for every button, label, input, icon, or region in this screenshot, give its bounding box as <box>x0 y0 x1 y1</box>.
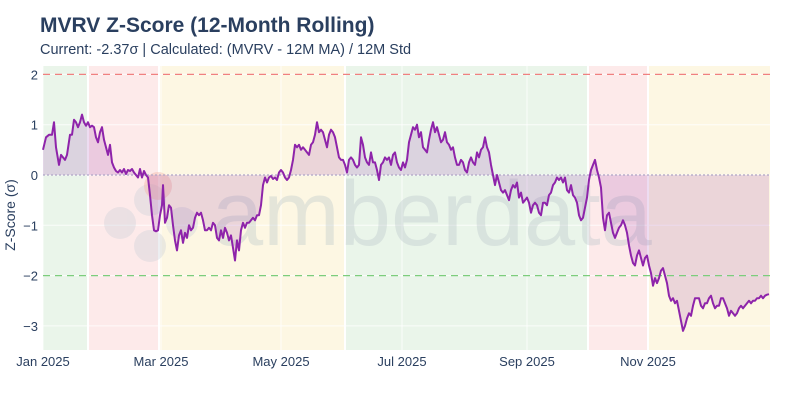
x-tick-label: Nov 2025 <box>620 354 676 369</box>
chart-subtitle: Current: -2.37σ | Calculated: (MVRV - 12… <box>40 42 412 58</box>
y-tick-label: −2 <box>23 269 38 284</box>
x-tick-label: Jul 2025 <box>377 354 426 369</box>
zscore-fill-area <box>43 114 769 331</box>
zscore-line[interactable] <box>42 113 770 332</box>
x-tick-label: Jan 2025 <box>16 354 70 369</box>
y-tick-label: 1 <box>31 118 38 133</box>
y-axis-ticks: 2 1 0 −1 −2 −3 <box>23 67 38 334</box>
x-tick-label: May 2025 <box>252 354 309 369</box>
x-tick-label: Sep 2025 <box>499 354 555 369</box>
y-axis-label: Z-Score (σ) <box>2 179 18 251</box>
y-tick-label: −1 <box>23 218 38 233</box>
y-tick-label: −3 <box>23 319 38 334</box>
background-bands <box>43 66 770 350</box>
y-tick-label: 0 <box>31 168 38 183</box>
band-red <box>89 66 158 350</box>
y-tick-label: 2 <box>31 67 38 82</box>
x-tick-label: Mar 2025 <box>134 354 189 369</box>
band-green <box>346 66 587 350</box>
band-yellow <box>160 66 344 350</box>
watermark: amberdata <box>104 163 653 265</box>
band-green <box>43 66 87 350</box>
band-red <box>589 66 647 350</box>
x-axis-ticks: Jan 2025 Mar 2025 May 2025 Jul 2025 Sep 2025… <box>16 354 676 369</box>
chart-title: MVRV Z-Score (12-Month Rolling) <box>40 14 375 37</box>
